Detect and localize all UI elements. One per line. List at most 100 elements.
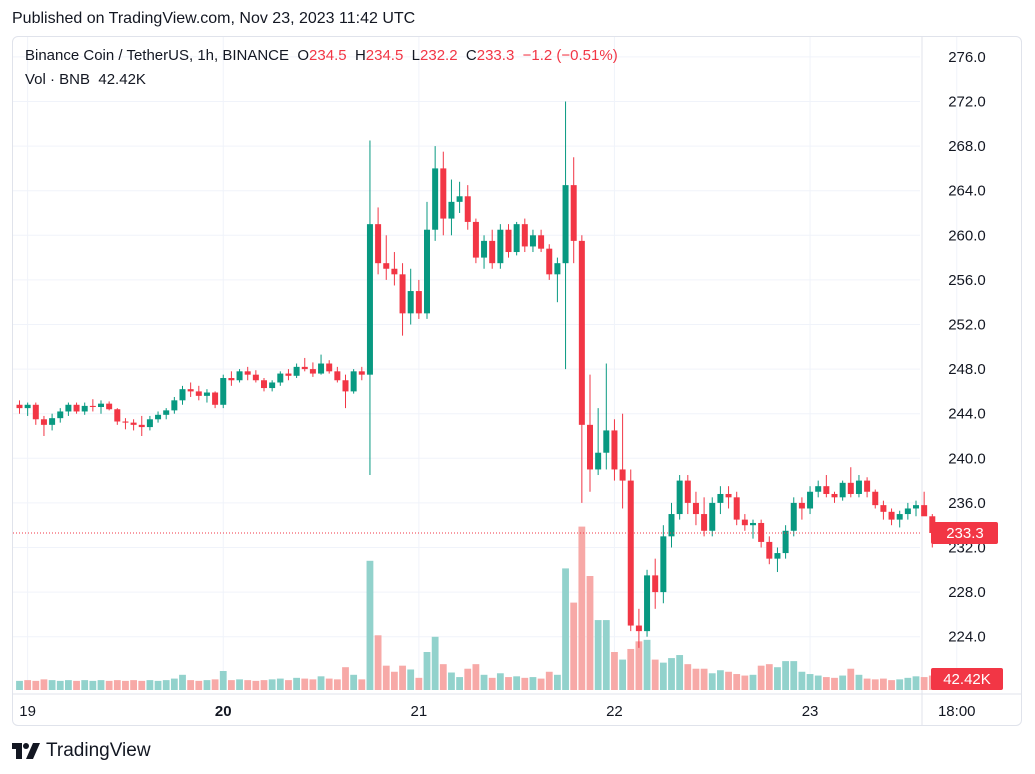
volume-bar bbox=[195, 680, 203, 690]
close-value: 233.3 bbox=[476, 47, 515, 64]
price-tick-label: 276.0 bbox=[948, 49, 986, 66]
time-tick-label: 18:00 bbox=[938, 703, 976, 720]
volume-bar bbox=[505, 677, 512, 690]
time-tick-label: 19 bbox=[19, 703, 36, 720]
volume-bar bbox=[244, 680, 252, 690]
volume-bar bbox=[513, 676, 521, 690]
chart-frame bbox=[12, 36, 1022, 726]
candle-body bbox=[611, 430, 618, 470]
candle-body bbox=[839, 482, 846, 498]
candle-body bbox=[399, 274, 406, 314]
candle-body bbox=[562, 185, 569, 264]
volume-bar bbox=[268, 679, 276, 690]
volume-bar bbox=[439, 664, 447, 690]
candle-body bbox=[415, 291, 422, 314]
last-price-badge-text: 233.3 bbox=[946, 525, 984, 542]
volume-bar bbox=[888, 680, 895, 690]
candle-body bbox=[896, 514, 903, 520]
candle-body bbox=[725, 493, 732, 498]
volume-legend: Vol · BNB 42.42K bbox=[25, 71, 146, 88]
candle-body bbox=[847, 482, 854, 494]
volume-bar bbox=[333, 679, 341, 690]
candle-body bbox=[635, 625, 642, 632]
candle-body bbox=[619, 469, 626, 481]
volume-bar bbox=[366, 560, 374, 690]
last-volume-badge-text: 42.42K bbox=[943, 671, 991, 688]
candle-body bbox=[40, 419, 47, 425]
candle-body bbox=[472, 221, 479, 258]
volume-bar bbox=[839, 675, 847, 690]
candle-body bbox=[285, 373, 292, 376]
candle-body bbox=[668, 514, 675, 537]
volume-bar bbox=[65, 680, 72, 690]
tradingview-logo[interactable]: TradingView bbox=[12, 740, 151, 762]
volume-bar bbox=[668, 658, 675, 690]
candle-body bbox=[692, 502, 699, 515]
volume-bar bbox=[122, 680, 129, 690]
candle-body bbox=[252, 374, 259, 381]
candle-body bbox=[179, 389, 186, 401]
price-axis: 276.0 272.0 268.0 264.0 260.0 256.0 252.0 248.0… bbox=[948, 49, 986, 646]
candle-body bbox=[16, 404, 23, 409]
volume-label: Vol · BNB bbox=[25, 71, 91, 88]
volume-bar bbox=[105, 680, 113, 690]
close-label: C bbox=[465, 47, 477, 64]
volume-bar bbox=[562, 568, 569, 690]
volume-bar bbox=[228, 680, 235, 690]
volume-bar bbox=[317, 676, 325, 690]
volume-bar bbox=[40, 679, 48, 690]
volume-bar bbox=[757, 665, 765, 690]
low-value: 232.2 bbox=[420, 47, 458, 64]
candle-body bbox=[73, 404, 80, 412]
candle-body bbox=[366, 224, 373, 375]
candle-body bbox=[155, 414, 162, 420]
volume-bar bbox=[219, 671, 227, 690]
volume-bar bbox=[814, 675, 822, 690]
volume-bar bbox=[790, 661, 798, 690]
candle-body bbox=[424, 229, 430, 314]
volume-bar bbox=[651, 659, 659, 690]
candle-body bbox=[195, 391, 202, 396]
candle-body bbox=[823, 486, 830, 494]
volume-bar bbox=[24, 680, 32, 690]
volume-bar bbox=[545, 671, 553, 690]
candle-body bbox=[456, 196, 463, 202]
time-tick-label: 20 bbox=[215, 703, 232, 720]
candle-body bbox=[578, 240, 585, 425]
candle-body bbox=[334, 371, 341, 381]
candle-body bbox=[798, 502, 805, 509]
candle-body bbox=[277, 373, 284, 383]
candle-body bbox=[701, 514, 708, 531]
volume-bar bbox=[684, 664, 692, 690]
candles bbox=[16, 101, 936, 648]
volume-bar bbox=[97, 680, 105, 690]
volume-bar bbox=[708, 673, 716, 690]
candle-body bbox=[644, 575, 651, 632]
candle-body bbox=[888, 511, 895, 520]
volume-bar bbox=[488, 677, 496, 690]
volume-bar bbox=[741, 675, 749, 690]
volume-bar bbox=[896, 679, 904, 690]
volume-bar bbox=[676, 655, 684, 690]
candle-body bbox=[146, 419, 153, 428]
candle-body bbox=[187, 389, 194, 392]
volume-bar bbox=[89, 680, 97, 690]
volume-bar bbox=[627, 648, 635, 690]
candle-body bbox=[774, 553, 781, 559]
volume-bar bbox=[260, 680, 268, 690]
price-tick-label: 252.0 bbox=[948, 317, 986, 334]
volume-bar bbox=[203, 680, 211, 690]
volume-bar bbox=[415, 677, 423, 690]
volume-bar bbox=[276, 678, 284, 690]
volume-bar bbox=[374, 635, 382, 690]
volume-bar bbox=[170, 678, 178, 690]
volume-bar bbox=[822, 677, 830, 690]
volume-bar bbox=[293, 677, 300, 690]
price-tick-label: 224.0 bbox=[948, 629, 986, 646]
tradingview-logo-icon bbox=[12, 743, 40, 759]
volume-bar bbox=[56, 680, 64, 690]
candle-body bbox=[733, 497, 740, 520]
price-tick-label: 236.0 bbox=[948, 495, 986, 512]
volume-bar bbox=[554, 674, 561, 690]
